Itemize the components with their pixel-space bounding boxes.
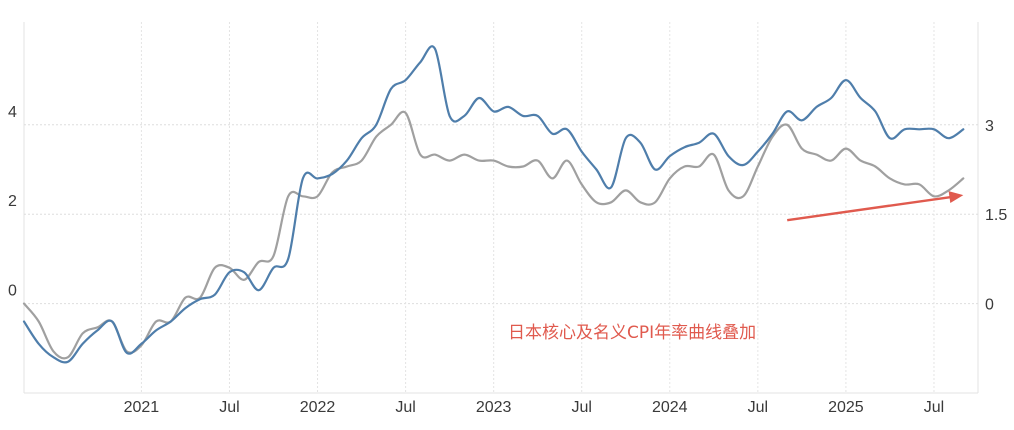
left-tick-label: 2: [8, 193, 17, 210]
left-tick-label: 4: [8, 104, 17, 121]
left-tick-label: 0: [8, 283, 17, 300]
x-tick-label: 2025: [828, 399, 864, 416]
x-tick-label: 2022: [300, 399, 336, 416]
right-tick-label: 1.5: [985, 207, 1007, 224]
chart-grid: [23, 22, 979, 394]
x-axis-ticks: 2021 Jul 2022 Jul 2023 Jul 2024 Jul 2025 Jul: [124, 399, 945, 416]
x-tick-label: Jul: [395, 399, 415, 416]
trend-arrow: [787, 191, 964, 222]
x-tick-label: Jul: [219, 399, 239, 416]
right-tick-label: 0: [985, 297, 994, 314]
x-tick-label: 2021: [124, 399, 160, 416]
trend-arrow-shaft: [787, 194, 958, 222]
trend-arrow-head: [948, 191, 964, 204]
right-axis-ticks: 01.53: [985, 118, 1007, 314]
x-tick-label: 2024: [652, 399, 688, 416]
series-line-left-axis: [22, 45, 965, 364]
x-tick-label: Jul: [571, 399, 591, 416]
right-tick-label: 3: [985, 118, 994, 135]
left-axis-ticks: 0 2 4: [8, 104, 17, 300]
series-lines: [22, 45, 965, 364]
x-tick-label: 2023: [476, 399, 512, 416]
x-tick-label: Jul: [924, 399, 944, 416]
chart-annotation: 日本核心及名义CPI年率曲线叠加: [508, 323, 756, 343]
series-line-right-axis: [22, 110, 965, 360]
x-tick-label: Jul: [748, 399, 768, 416]
